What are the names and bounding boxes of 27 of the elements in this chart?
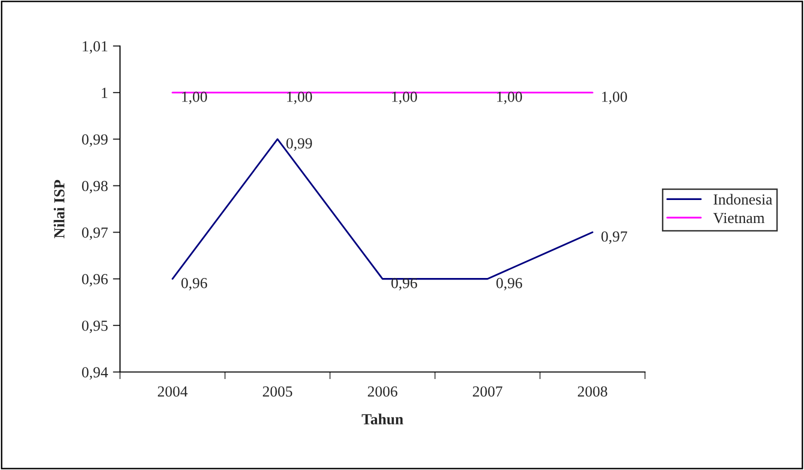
y-tick-label: 1	[102, 88, 108, 98]
x-tick-label: 2008	[578, 386, 608, 397]
y-tick-label: 0,95	[82, 320, 108, 334]
y-tick-label: 0,97	[82, 227, 108, 240]
y-tick-label: 0,94	[82, 367, 108, 380]
y-tick-label: 0,96	[82, 274, 108, 287]
y-axis-title: Nilai ISP	[54, 180, 64, 238]
y-tick-label: 0,98	[82, 180, 108, 194]
data-label: 1,00	[287, 92, 312, 104]
x-tick-label: 2004	[158, 386, 188, 397]
legend-label: Vietnam	[713, 212, 765, 224]
x-axis-title: Tahun	[362, 414, 404, 424]
data-label: 1,00	[602, 92, 627, 104]
data-label: 0,96	[496, 278, 522, 290]
legend-label: Indonesia	[714, 194, 772, 205]
x-tick-label: 2005	[262, 386, 292, 397]
y-tick-label: 0,99	[82, 134, 108, 147]
y-tick-label: 1,01	[82, 41, 108, 54]
data-label: 0,99	[286, 138, 312, 151]
data-label: 1,00	[392, 92, 417, 104]
x-tick-label: 2007	[472, 386, 502, 397]
data-label: 0,96	[391, 278, 418, 290]
data-label: 0,96	[181, 278, 208, 290]
data-label: 1,00	[497, 92, 522, 104]
data-label: 1,00	[182, 92, 207, 104]
data-label: 0,97	[601, 231, 628, 244]
x-tick-label: 2006	[368, 386, 398, 397]
